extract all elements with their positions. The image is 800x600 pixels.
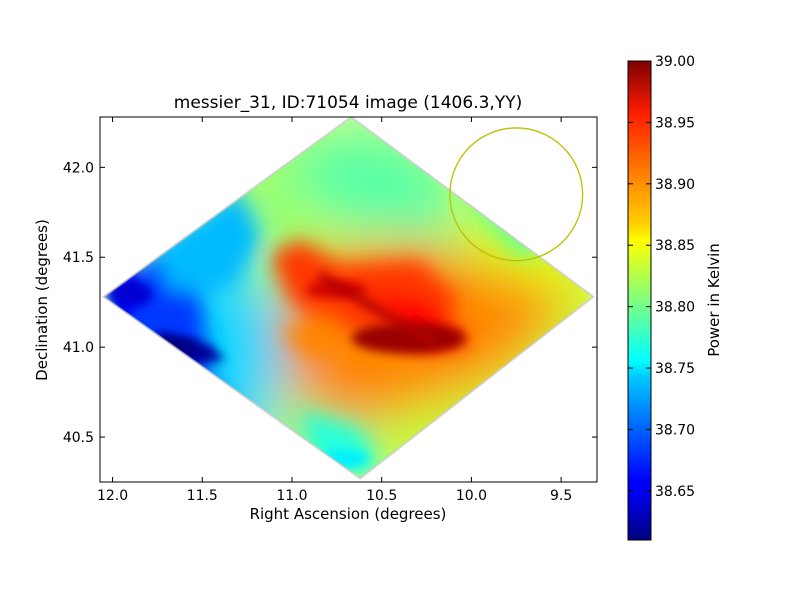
- x-axis-label: Right Ascension (degrees): [250, 505, 447, 523]
- region-edge: [101, 117, 596, 480]
- x-tick-label: 11.0: [276, 488, 307, 504]
- x-tick-label: 11.5: [187, 488, 218, 504]
- colorbar-tick-label: 38.90: [655, 177, 695, 193]
- y-tick-label: 42.0: [63, 160, 94, 176]
- colorbar-tick-label: 39.00: [655, 54, 695, 70]
- colorbar-tick-label: 38.75: [655, 361, 695, 377]
- chart-title: messier_31, ID:71054 image (1406.3,YY): [174, 93, 522, 113]
- colorbar: [627, 60, 652, 541]
- x-tick-label: 9.5: [550, 488, 572, 504]
- x-tick-label: 10.0: [456, 488, 487, 504]
- y-tick-label: 41.5: [63, 250, 94, 266]
- heatmap-minimum: [323, 450, 369, 468]
- colorbar-tick-label: 38.80: [655, 300, 695, 316]
- y-axis-ticks: 40.5 41.0 41.5 42.0: [63, 160, 597, 446]
- x-tick-label: 12.0: [97, 488, 128, 504]
- heatmap-image: [101, 117, 596, 480]
- x-axis-ticks: 12.0 11.5 11.0 10.5 10.0 9.5: [97, 117, 572, 504]
- colorbar-tick-label: 38.85: [655, 238, 695, 254]
- beam-circle: [449, 127, 584, 262]
- colorbar-tick-label: 38.95: [655, 115, 695, 131]
- colorbar-ticks: 38.65 38.70 38.75 38.80 38.85 38.90 38.95 39.00: [628, 54, 695, 500]
- x-tick-label: 10.5: [366, 488, 397, 504]
- y-tick-label: 41.0: [63, 340, 94, 356]
- colorbar-label: Power in Kelvin: [705, 243, 723, 357]
- y-tick-label: 40.5: [63, 430, 94, 446]
- heatmap-peak: [351, 322, 466, 354]
- colorbar-tick-label: 38.65: [655, 484, 695, 500]
- heatmap-minimum: [108, 284, 153, 302]
- colorbar-tick-label: 38.70: [655, 422, 695, 438]
- y-axis-label: Declination (degrees): [33, 219, 51, 381]
- plot-frame: [99, 116, 598, 483]
